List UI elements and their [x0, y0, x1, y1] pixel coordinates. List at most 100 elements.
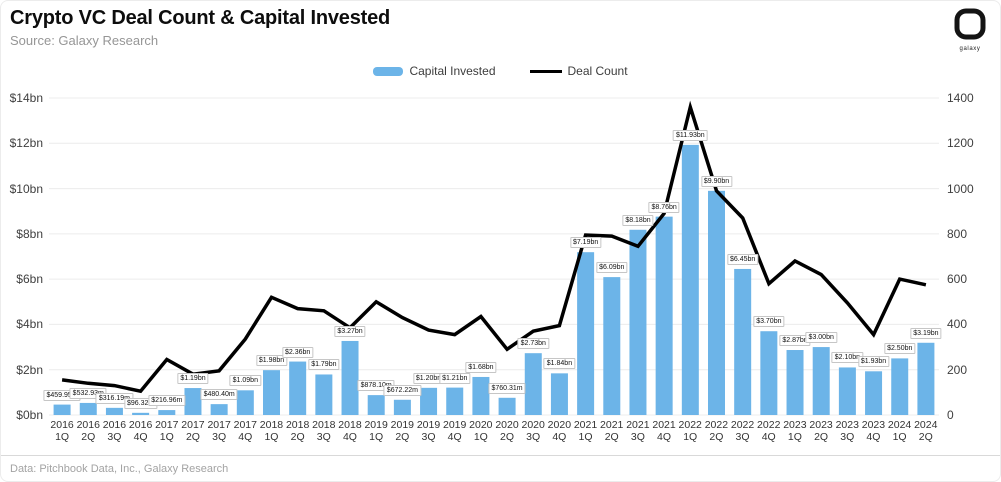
- bar-value-label: $1.93bn: [857, 356, 890, 368]
- x-axis-label: 2016 4Q: [128, 419, 153, 443]
- bar-value-label: $6.45bn: [727, 253, 759, 265]
- x-axis-label: 2018 3Q: [312, 419, 336, 443]
- capital-invested-bar: [603, 277, 621, 415]
- capital-invested-bar: [629, 229, 647, 415]
- right-axis-tick: 200: [947, 362, 968, 377]
- capital-invested-bar: [105, 407, 123, 415]
- x-axis-label: 2021 4Q: [652, 419, 676, 443]
- left-axis-tick: $6bn: [16, 272, 43, 287]
- right-axis-tick: 600: [947, 272, 968, 287]
- capital-invested-bar: [263, 370, 280, 415]
- legend-item-capital-invested: Capital Invested: [373, 64, 496, 78]
- x-axis-label: 2019 2Q: [390, 419, 414, 443]
- bar-value-label: $672.22m: [383, 384, 421, 396]
- x-axis-label: 2019 4Q: [442, 419, 467, 443]
- x-axis-label: 2018 1Q: [259, 419, 284, 443]
- right-axis-tick: 400: [947, 317, 968, 332]
- left-axis-tick: $14bn: [9, 91, 43, 105]
- footer: Data: Pitchbook Data, Inc., Galaxy Resea…: [1, 455, 1000, 475]
- capital-invested-bar: [341, 340, 359, 415]
- left-value-axis: $0bn $2bn $4bn $6bn $8bn $10bn $12bn $14bn: [1, 91, 43, 422]
- left-axis-tick: $10bn: [9, 181, 43, 196]
- capital-invested-bar: [760, 331, 778, 415]
- x-axis-label: 2019 1Q: [364, 419, 388, 443]
- bar-value-label: $2.73bn: [517, 338, 549, 350]
- galaxy-logo-text: galaxy: [959, 46, 981, 52]
- x-axis-label: 2023 4Q: [861, 419, 886, 443]
- bar-value-label: $8.76bn: [648, 201, 680, 213]
- x-axis-label: 2023 1Q: [783, 419, 807, 443]
- bar-value-label: $1.21bn: [439, 372, 471, 384]
- x-axis-label: 2017 3Q: [207, 419, 231, 443]
- left-axis-tick: $0bn: [16, 408, 43, 422]
- capital-invested-bar: [681, 144, 699, 415]
- right-axis-tick: 1000: [947, 181, 974, 196]
- source-subtitle: Source: Galaxy Research: [10, 33, 159, 48]
- bar-value-label: $3.70bn: [753, 316, 785, 328]
- bar-value-label: $9.90bn: [700, 175, 733, 187]
- capital-invested-bar: [550, 373, 568, 415]
- left-axis-tick: $12bn: [9, 136, 43, 151]
- capital-invested-bar: [367, 395, 385, 415]
- bar-value-label: $216.96m: [148, 395, 186, 407]
- bar-value-label: $1.98bn: [255, 355, 288, 367]
- chart-header: Crypto VC Deal Count & Capital Invested …: [10, 7, 390, 48]
- capital-invested-bar: [158, 410, 176, 415]
- right-axis-tick: 0: [947, 408, 954, 422]
- x-axis-label: 2020 4Q: [547, 419, 572, 443]
- capital-invested-bar: [917, 342, 935, 415]
- line-swatch-icon: [529, 69, 562, 73]
- x-axis-label: 2023 2Q: [809, 419, 833, 443]
- capital-invested-bar: [446, 387, 464, 415]
- x-axis-label: 2018 2Q: [285, 419, 310, 443]
- capital-invested-bar: [734, 268, 752, 415]
- chart-legend: Capital Invested Deal Count: [1, 64, 1000, 78]
- capital-invested-bar: [210, 404, 228, 415]
- bar-value-label: $7.19bn: [569, 237, 602, 249]
- capital-invested-bar: [132, 412, 150, 415]
- bar-swatch-icon: [373, 66, 404, 76]
- deal-count-line: [61, 100, 927, 394]
- capital-invested-bar: [420, 387, 438, 415]
- legend-label-capital-invested: Capital Invested: [409, 64, 496, 78]
- x-axis-label: 2022 4Q: [757, 419, 781, 443]
- x-axis-label: 2022 2Q: [704, 419, 729, 443]
- right-axis-tick: 1400: [947, 91, 974, 105]
- x-axis-label: 2016 1Q: [50, 419, 74, 443]
- page-title: Crypto VC Deal Count & Capital Invested: [10, 7, 391, 29]
- x-axis-label: 2022 1Q: [678, 419, 702, 443]
- left-axis-tick: $4bn: [16, 317, 43, 332]
- x-axis-label: 2020 3Q: [521, 419, 545, 443]
- capital-invested-bar: [655, 216, 673, 415]
- x-axis-label: 2016 2Q: [76, 419, 100, 443]
- bar-value-label: $6.09bn: [596, 262, 628, 274]
- x-axis-label: 2018 4Q: [338, 419, 362, 443]
- chart-canvas: [49, 97, 939, 416]
- capital-invested-bar: [865, 371, 883, 415]
- x-axis-label: 2021 2Q: [600, 419, 624, 443]
- x-axis-label: 2017 2Q: [181, 419, 205, 443]
- bar-value-label: $3.19bn: [910, 327, 942, 339]
- capital-invested-bar: [891, 358, 909, 415]
- x-axis-label: 2017 4Q: [233, 419, 257, 443]
- x-axis-label: 2016 3Q: [102, 419, 127, 443]
- left-axis-tick: $8bn: [16, 226, 43, 241]
- plot-area: $459.95m $532.93m $316.19m $96.32m $216.96m $…: [43, 97, 942, 416]
- bar-value-label: $1.84bn: [543, 358, 576, 370]
- right-axis-tick: 800: [947, 226, 968, 241]
- x-axis-label: 2021 1Q: [573, 419, 598, 443]
- capital-invested-bar: [838, 367, 856, 415]
- legend-item-deal-count: Deal Count: [529, 64, 628, 78]
- x-axis-label: 2020 2Q: [495, 419, 519, 443]
- capital-invested-bar: [289, 361, 307, 415]
- bar-value-label: $1.79bn: [308, 359, 340, 371]
- capital-invested-bar: [524, 353, 542, 415]
- galaxy-logo-icon: [954, 8, 986, 40]
- bar-value-label: $1.19bn: [177, 373, 209, 385]
- x-axis: 2016 1Q 2016 2Q 2016 3Q 2016 4Q 2017 1Q 2017 2Q 2017…: [49, 419, 939, 443]
- bar-value-label: $2.36bn: [282, 346, 314, 358]
- bar-value-label: $3.27bn: [334, 325, 366, 337]
- capital-invested-bar: [393, 399, 411, 415]
- capital-invested-bar: [577, 252, 595, 415]
- right-axis-tick: 1200: [947, 136, 974, 151]
